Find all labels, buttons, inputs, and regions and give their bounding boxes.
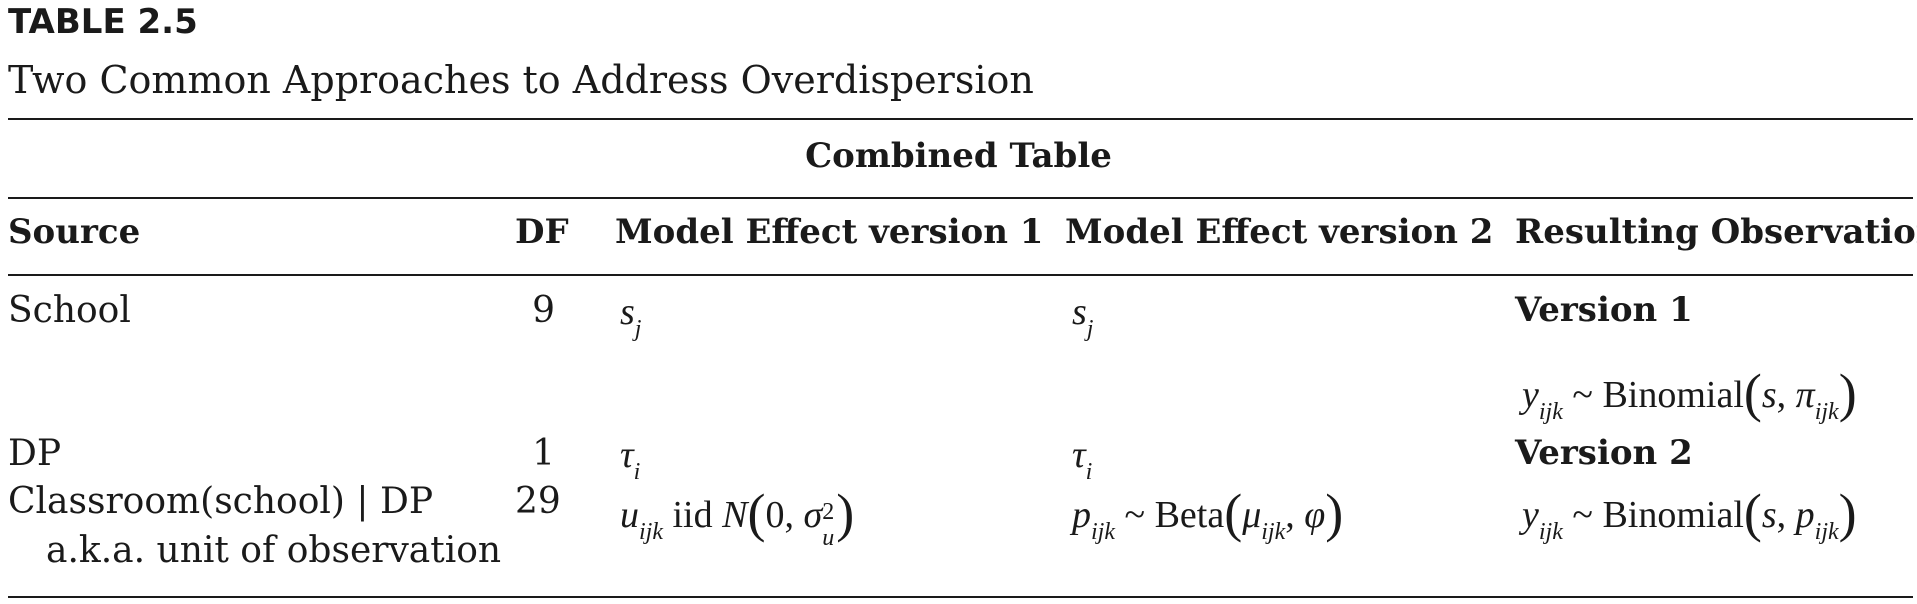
version2-formula: yijk ~ Binomial(s, pijk) <box>1522 483 1857 545</box>
row-school-v2: sj <box>1072 291 1094 342</box>
table-number: TABLE 2.5 <box>8 2 198 42</box>
col-header-source: Source <box>8 212 141 252</box>
col-header-v1: Model Effect version 1 <box>615 212 1044 252</box>
row-classroom-v2: pijk ~ Beta(μijk, φ) <box>1072 483 1344 545</box>
row-classroom-source: Classroom(school) | DP <box>8 481 434 522</box>
version1-formula: yijk ~ Binomial(s, πijk) <box>1522 363 1857 425</box>
header-rule <box>8 274 1913 276</box>
row-classroom-v1: uijk iid N(0, σ 2 u) <box>620 483 855 551</box>
bottom-rule <box>8 596 1913 598</box>
row-classroom-df: 29 <box>515 481 561 522</box>
row-dp-source: DP <box>8 433 62 474</box>
spanner-heading: Combined Table <box>805 136 1112 176</box>
spanner-rule <box>8 197 1913 199</box>
top-rule <box>8 118 1913 120</box>
version2-label: Version 2 <box>1515 433 1693 473</box>
row-classroom-note: a.k.a. unit of observation <box>46 530 502 571</box>
row-school-df: 9 <box>532 290 555 331</box>
row-dp-v1: τi <box>620 434 641 485</box>
table-caption: Two Common Approaches to Address Overdis… <box>8 58 1034 102</box>
col-header-result: Resulting Observation <box>1515 212 1917 252</box>
col-header-v2: Model Effect version 2 <box>1065 212 1494 252</box>
row-dp-df: 1 <box>532 433 555 474</box>
row-dp-v2: τi <box>1072 434 1093 485</box>
col-header-df: DF <box>515 212 569 252</box>
row-school-v1: sj <box>620 291 642 342</box>
row-school-source: School <box>8 290 131 331</box>
version1-label: Version 1 <box>1515 290 1693 330</box>
